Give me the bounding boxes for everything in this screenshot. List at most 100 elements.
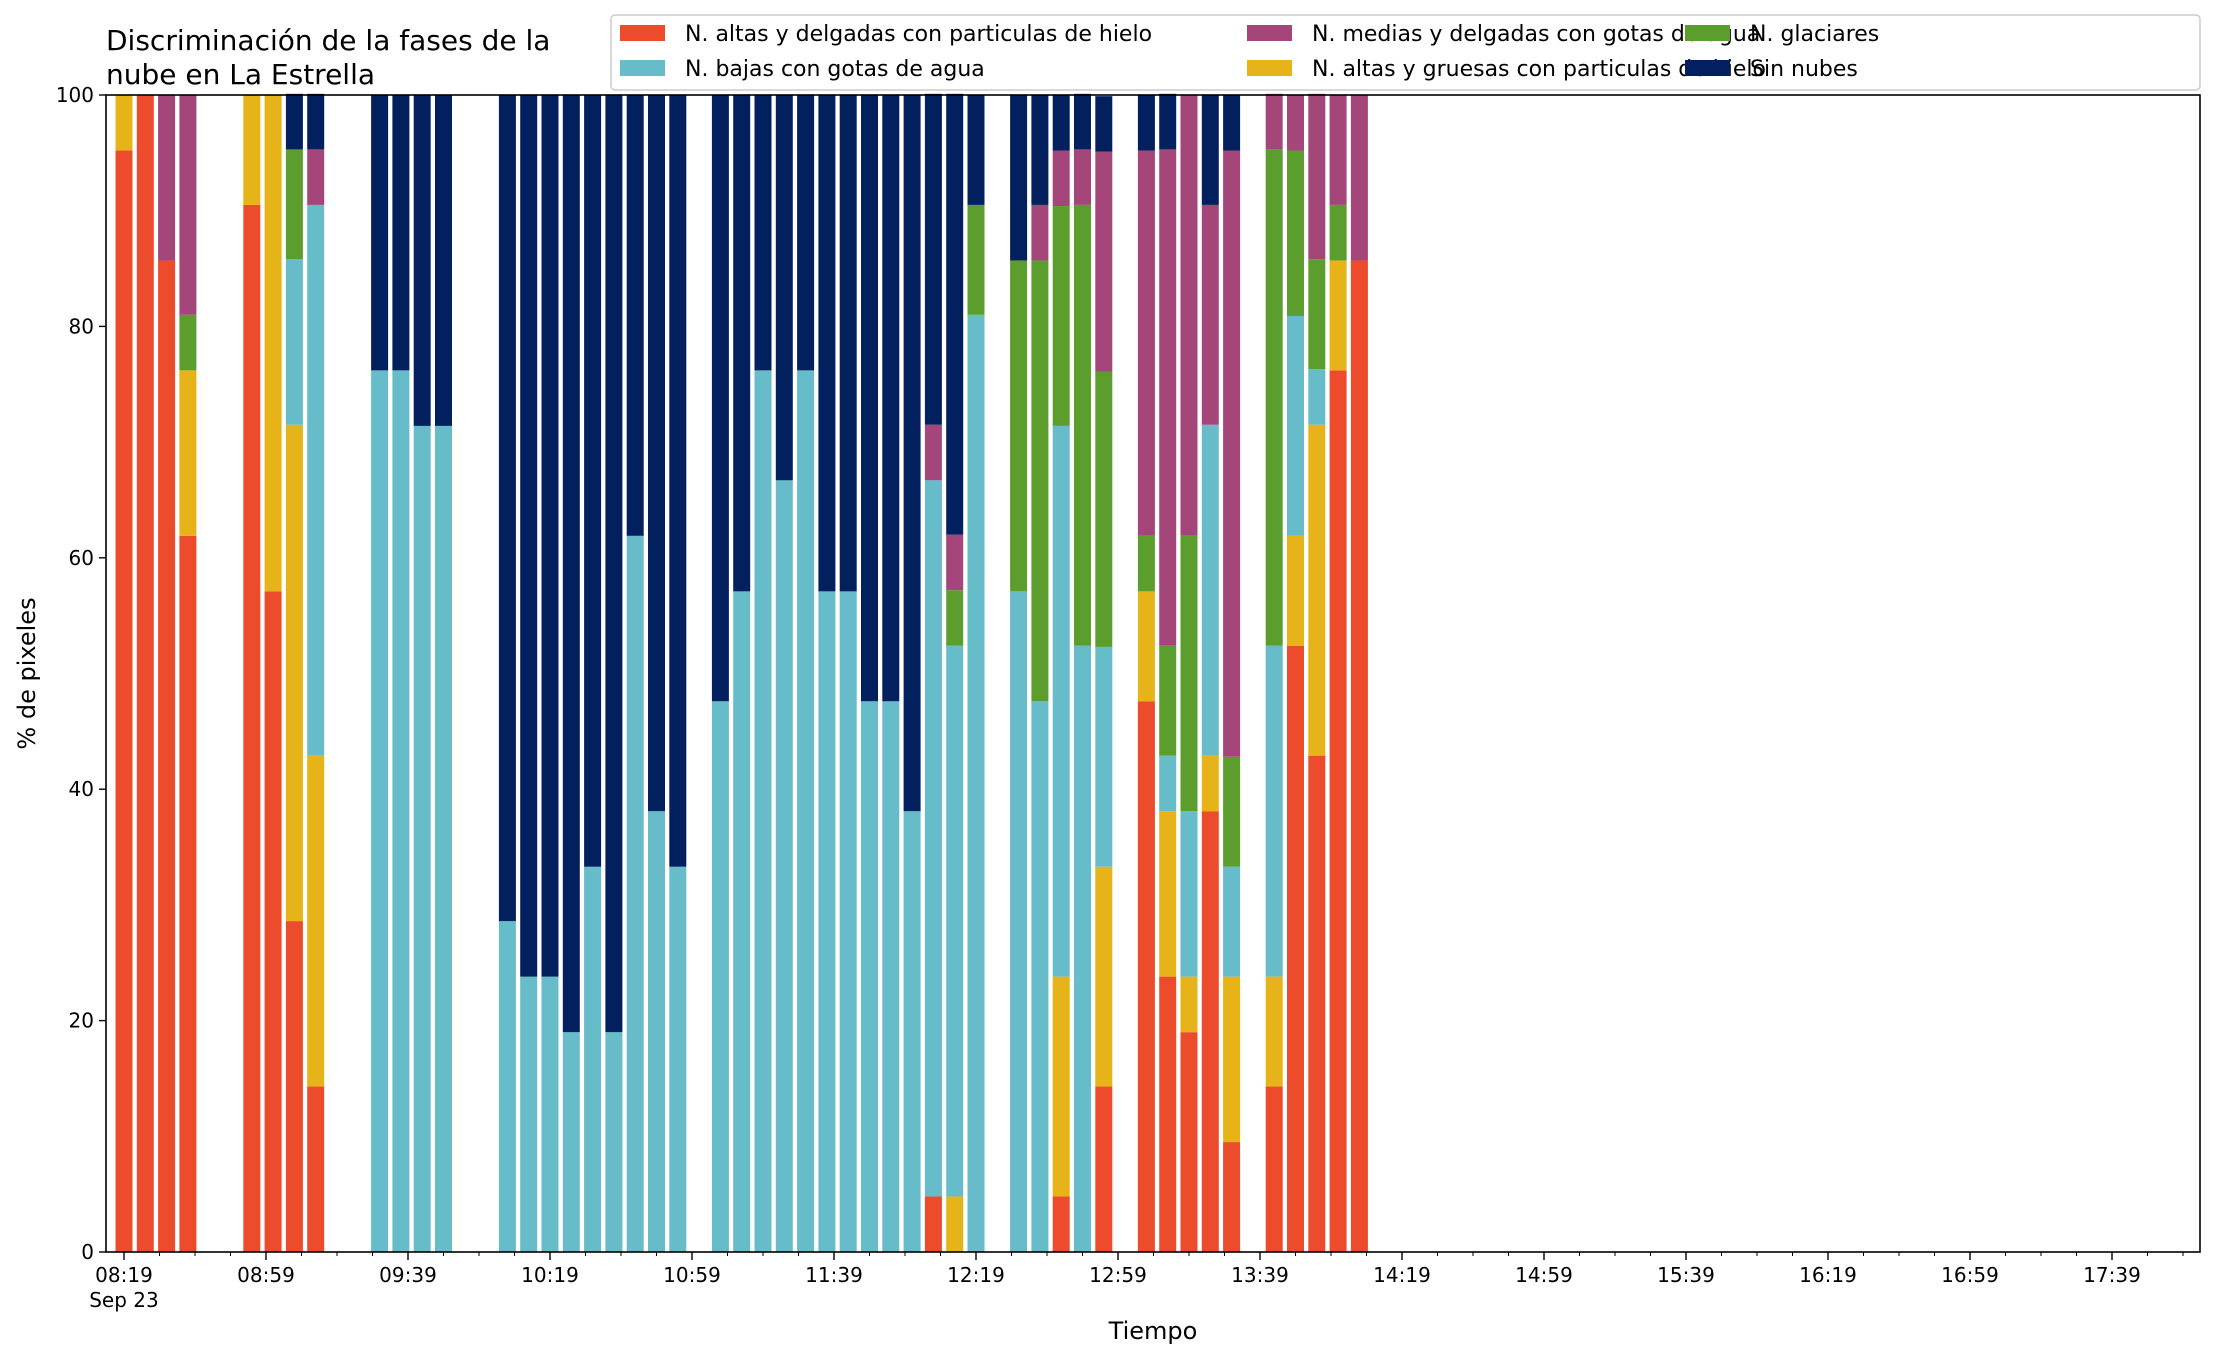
x-tick-label: 08:19 (95, 1263, 153, 1287)
bar-stack-1201 (903, 95, 921, 1252)
legend: N. altas y delgadas con particulas de hi… (610, 14, 2201, 91)
bar-segment-n-bajas-con-gotas-de-agua (392, 370, 410, 1252)
bar-segment-sin-nubes (285, 93, 303, 150)
bar-stack-1037 (605, 95, 623, 1252)
bar-segment-n-altas-y-gruesas-con-particulas-de-hielo (1329, 260, 1347, 371)
legend-swatch (1247, 25, 1292, 41)
x-tick-label: 17:39 (2083, 1263, 2141, 1287)
bar-segment-sin-nubes (1159, 93, 1177, 150)
bar-segment-n-altas-y-gruesas-con-particulas-de-hielo (264, 95, 282, 592)
bar-segment-n-altas-y-gruesas-con-particulas-de-hielo (243, 95, 261, 205)
bar-segment-sin-nubes (711, 95, 729, 702)
bar-stack-1243 (1052, 95, 1070, 1252)
bar-segment-n-glaciares (179, 314, 197, 371)
legend-swatch (1685, 60, 1730, 76)
bar-segment-n-bajas-con-gotas-de-agua (839, 591, 857, 1252)
x-tick-label: 15:39 (1657, 1263, 1715, 1287)
bar-segment-n-bajas-con-gotas-de-agua (733, 591, 751, 1252)
bar-segment-n-bajas-con-gotas-de-agua (711, 701, 729, 1252)
bar-stack-0943 (413, 95, 431, 1252)
legend-swatch (1247, 60, 1292, 76)
bar-segment-sin-nubes (626, 95, 644, 536)
legend-box (610, 14, 2201, 91)
bar-stack-1325 (1201, 95, 1219, 1252)
bar-segment-n-glaciares (1095, 371, 1113, 647)
chart-title-line-1: Discriminación de la fases de la (106, 24, 550, 57)
x-tick-label: 11:39 (805, 1263, 863, 1287)
bar-stack-1055 (669, 95, 687, 1252)
bar-stack-1013 (520, 95, 538, 1252)
bar-segment-n-bajas-con-gotas-de-agua (1287, 315, 1304, 536)
x-tick-label: 16:19 (1799, 1263, 1857, 1287)
bar-segment-n-altas-y-delgadas-con-particulas-de-hielo (1201, 811, 1219, 1252)
bar-segment-n-altas-y-gruesas-con-particulas-de-hielo (946, 1196, 964, 1252)
bar-segment-n-bajas-con-gotas-de-agua (903, 811, 921, 1252)
bar-segment-n-glaciares (967, 204, 985, 315)
bar-stack-1125 (775, 95, 793, 1252)
bar-stack-1137 (818, 95, 836, 1252)
x-axis-title: Tiempo (1108, 1317, 1198, 1345)
bar-segment-n-bajas-con-gotas-de-agua (754, 370, 772, 1252)
bar-segment-sin-nubes (839, 95, 857, 592)
bar-segment-n-glaciares (1287, 150, 1304, 316)
bar-segment-n-glaciares (1223, 756, 1241, 867)
bar-segment-n-medias-y-delgadas-con-gotas-de-agua (1031, 204, 1049, 261)
legend-label: N. bajas con gotas de agua (685, 57, 985, 82)
bar-segment-n-altas-y-gruesas-con-particulas-de-hielo (285, 424, 303, 922)
bar-segment-sin-nubes (413, 95, 431, 426)
bar-segment-sin-nubes (903, 95, 921, 812)
bar-segment-n-altas-y-delgadas-con-particulas-de-hielo (307, 1086, 325, 1252)
bar-stack-1213 (946, 93, 964, 1252)
bar-stack-1119 (754, 95, 772, 1252)
bar-segment-n-altas-y-gruesas-con-particulas-de-hielo (1137, 591, 1155, 702)
bar-segment-n-altas-y-delgadas-con-particulas-de-hielo (1095, 1086, 1113, 1252)
bar-segment-sin-nubes (1137, 95, 1155, 151)
bar-segment-n-bajas-con-gotas-de-agua (1159, 755, 1177, 812)
bar-stack-0937 (392, 95, 410, 1252)
bar-segment-n-glaciares (1052, 206, 1070, 426)
legend-label: N. glaciares (1750, 22, 1879, 47)
bar-segment-sin-nubes (520, 95, 538, 977)
y-tick-label: 40 (69, 777, 94, 801)
bar-segment-n-bajas-con-gotas-de-agua (861, 701, 878, 1252)
bar-segment-sin-nubes (1201, 95, 1219, 205)
bar-segment-n-bajas-con-gotas-de-agua (967, 314, 985, 1253)
bar-segment-n-altas-y-gruesas-con-particulas-de-hielo (1095, 866, 1113, 1087)
bar-segment-n-bajas-con-gotas-de-agua (946, 645, 964, 1197)
bar-stack-1149 (861, 95, 878, 1252)
bar-stack-0949 (435, 95, 452, 1252)
bar-segment-n-altas-y-gruesas-con-particulas-de-hielo (1052, 976, 1070, 1197)
bar-segment-n-glaciares (1329, 204, 1347, 261)
bar-segment-n-medias-y-delgadas-con-gotas-de-agua (158, 95, 176, 261)
bar-segment-sin-nubes (307, 93, 325, 150)
legend-swatch (620, 60, 665, 76)
bar-segment-n-altas-y-gruesas-con-particulas-de-hielo (1287, 535, 1304, 646)
bar-segment-n-glaciares (1074, 204, 1091, 646)
bar-segment-n-glaciares (285, 149, 303, 260)
bar-segment-n-altas-y-delgadas-con-particulas-de-hielo (924, 1196, 942, 1252)
bar-segment-n-altas-y-delgadas-con-particulas-de-hielo (1265, 1086, 1283, 1252)
legend-item-sin-nubes: Sin nubes (1685, 57, 1858, 82)
bars-group (115, 93, 1368, 1253)
bar-segment-n-altas-y-delgadas-con-particulas-de-hielo (115, 150, 133, 1252)
bar-segment-sin-nubes (946, 93, 964, 535)
bar-stack-1019 (541, 95, 559, 1252)
bar-segment-n-bajas-con-gotas-de-agua (435, 425, 452, 1252)
bar-stack-0913 (307, 93, 325, 1252)
bar-segment-n-glaciares (1031, 260, 1049, 702)
y-tick-label: 80 (69, 314, 94, 338)
bar-segment-n-bajas-con-gotas-de-agua (882, 701, 900, 1252)
bar-stack-1025 (562, 95, 580, 1252)
legend-label: Sin nubes (1750, 57, 1858, 82)
bar-stack-1219 (967, 95, 985, 1253)
bar-segment-n-bajas-con-gotas-de-agua (1074, 645, 1091, 1252)
legend-item-n-altas-y-delgadas-con-particulas-de-hielo: N. altas y delgadas con particulas de hi… (620, 22, 1152, 47)
bar-segment-n-altas-y-gruesas-con-particulas-de-hielo (179, 370, 197, 536)
bar-segment-sin-nubes (605, 95, 623, 1033)
bar-segment-sin-nubes (967, 95, 985, 205)
bar-segment-sin-nubes (648, 95, 665, 812)
bar-segment-n-altas-y-delgadas-con-particulas-de-hielo (1350, 260, 1368, 1252)
bar-segment-n-altas-y-delgadas-con-particulas-de-hielo (1223, 1142, 1241, 1252)
bar-segment-n-bajas-con-gotas-de-agua (669, 866, 687, 1252)
bar-segment-sin-nubes (669, 95, 687, 867)
